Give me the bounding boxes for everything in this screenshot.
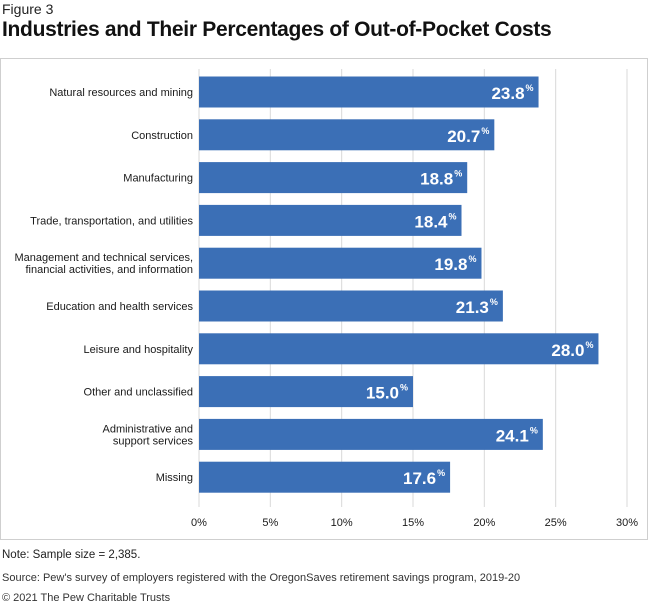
- data-label: 18.4: [414, 212, 448, 231]
- figure-label: Figure 3: [2, 1, 54, 17]
- category-label: Other and unclassified: [84, 387, 193, 399]
- data-label-unit: %: [490, 297, 498, 307]
- data-label-unit: %: [454, 169, 462, 179]
- data-label: 19.8: [434, 255, 467, 274]
- data-label: 18.8: [420, 170, 453, 189]
- chart-frame: 0% 5% 10% 15% 20% 25% 30% Natural resources and…: [0, 58, 648, 540]
- bar: [199, 247, 482, 279]
- data-label-unit: %: [437, 468, 445, 478]
- bar: [199, 333, 599, 365]
- bar: [199, 290, 503, 322]
- category-label: Management and technical services, financ…: [14, 252, 193, 276]
- bar: [199, 119, 495, 151]
- data-label: 21.3: [456, 298, 489, 317]
- data-label-unit: %: [526, 83, 534, 93]
- data-label: 24.1: [496, 426, 529, 445]
- data-label: 17.6: [403, 469, 436, 488]
- data-label-unit: %: [481, 126, 489, 136]
- category-label: Education and health services: [46, 301, 193, 313]
- x-tick-label: 10%: [331, 517, 353, 529]
- x-tick-label: 0%: [191, 517, 207, 529]
- x-tick-label: 15%: [402, 517, 424, 529]
- data-label: 20.7: [447, 127, 480, 146]
- bar: [199, 418, 543, 450]
- copyright: © 2021 The Pew Charitable Trusts: [2, 592, 171, 604]
- category-label: Manufacturing: [123, 173, 193, 185]
- bar: [199, 461, 451, 493]
- data-label: 28.0: [551, 341, 584, 360]
- category-label: Leisure and hospitality: [84, 344, 194, 356]
- category-label: Administrative and support services: [103, 423, 194, 447]
- x-tick-label: 30%: [616, 517, 638, 529]
- data-label-unit: %: [530, 425, 538, 435]
- data-label-unit: %: [400, 383, 408, 393]
- x-tick-label: 5%: [262, 517, 278, 529]
- data-label-unit: %: [449, 211, 457, 221]
- bar: [199, 76, 539, 108]
- bar: [199, 376, 413, 408]
- category-label: Construction: [131, 130, 193, 142]
- chart-source: Source: Pew's survey of employers regist…: [2, 572, 521, 584]
- chart-title: Industries and Their Percentages of Out-…: [2, 18, 552, 41]
- data-label: 23.8: [491, 84, 524, 103]
- bar-chart: 0% 5% 10% 15% 20% 25% 30% Natural resources and…: [14, 69, 638, 529]
- category-label: Natural resources and mining: [49, 87, 193, 99]
- data-label-unit: %: [468, 254, 476, 264]
- bar: [199, 162, 468, 194]
- chart-note: Note: Sample size = 2,385.: [2, 549, 141, 561]
- category-label: Trade, transportation, and utilities: [30, 215, 193, 227]
- data-label: 15.0: [366, 384, 399, 403]
- data-label-unit: %: [585, 340, 593, 350]
- x-tick-label: 20%: [473, 517, 495, 529]
- bar: [199, 204, 462, 236]
- x-tick-label: 25%: [545, 517, 567, 529]
- category-label: Missing: [156, 472, 193, 484]
